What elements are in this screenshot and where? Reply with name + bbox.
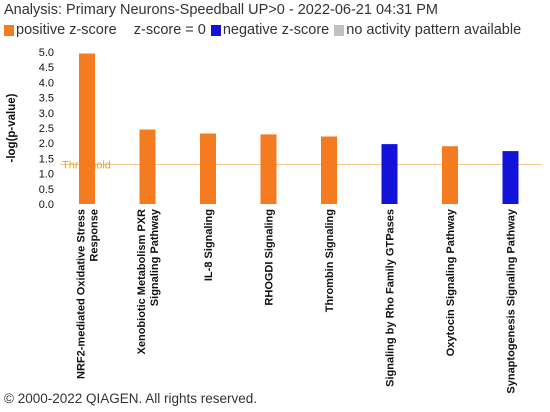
y-tick-label: 5.0 bbox=[39, 47, 54, 59]
legend-label-negative: negative z-score bbox=[222, 22, 330, 38]
x-category-label: Synaptogenesis Signaling Pathway bbox=[506, 208, 518, 393]
bar-6 bbox=[381, 144, 398, 204]
y-tick-label: 2.0 bbox=[39, 138, 54, 150]
bar-2 bbox=[139, 129, 156, 204]
orange-square-icon bbox=[4, 24, 14, 36]
bar-4 bbox=[260, 134, 277, 204]
y-tick-label: 4.5 bbox=[39, 62, 54, 74]
x-category-label: Xenobiotic Metabolism PXR Signaling Pathw… bbox=[136, 208, 161, 354]
x-category-label-line: Signaling Pathway bbox=[149, 208, 161, 306]
y-tick-label: 0.0 bbox=[39, 199, 54, 211]
analysis-title: Analysis: Primary Neurons-Speedball UP>0… bbox=[4, 2, 439, 18]
copyright-footer: © 2000-2022 QIAGEN. All rights reserved. bbox=[4, 391, 258, 406]
x-category-label-line: Thrombin Signaling bbox=[324, 209, 336, 312]
x-category-label-line: Response bbox=[89, 209, 101, 262]
bar-7 bbox=[442, 146, 458, 204]
x-category-label-line: RHOGDI Signaling bbox=[264, 209, 276, 306]
y-tick-label: 3.0 bbox=[39, 108, 54, 120]
y-tick-label: 3.5 bbox=[39, 93, 54, 105]
x-category-label-line: Oxytocin Signaling Pathway bbox=[445, 208, 457, 356]
y-tick-label: 0.5 bbox=[39, 184, 54, 196]
legend-item-no-activity: no activity pattern available bbox=[334, 22, 521, 38]
gray-square-icon bbox=[334, 24, 345, 36]
bar-1 bbox=[79, 53, 95, 204]
legend-item-zero: z-score = 0 bbox=[121, 22, 206, 38]
x-category-label-line: NRF2-mediated Oxidative Stress bbox=[76, 209, 88, 379]
legend-label-zero: z-score = 0 bbox=[133, 22, 206, 38]
x-category-label: Oxytocin Signaling Pathway bbox=[445, 208, 457, 356]
legend-item-negative: negative z-score bbox=[210, 22, 330, 38]
y-tick-label: 1.5 bbox=[39, 153, 54, 165]
legend-label-no-activity: no activity pattern available bbox=[346, 22, 522, 38]
bar-3 bbox=[200, 133, 216, 204]
bar-8 bbox=[502, 151, 519, 204]
white-square-icon bbox=[121, 24, 132, 36]
x-category-label: IL-8 Signaling bbox=[203, 209, 215, 281]
x-category-label-line: Signaling by Rho Family GTPases bbox=[385, 209, 397, 387]
chart-legend: positive z-score z-score = 0 negative z-… bbox=[4, 22, 526, 38]
y-tick-label: 1.0 bbox=[39, 169, 54, 181]
y-axis-label: -log(p-value) bbox=[6, 93, 18, 162]
bar-5 bbox=[321, 136, 337, 204]
legend-label-positive: positive z-score bbox=[16, 22, 117, 38]
y-tick-label: 4.0 bbox=[39, 77, 54, 89]
x-category-label-line: IL-8 Signaling bbox=[203, 209, 215, 281]
x-category-label: RHOGDI Signaling bbox=[264, 209, 276, 306]
y-tick-label: 2.5 bbox=[39, 123, 54, 135]
x-category-label: Thrombin Signaling bbox=[324, 209, 336, 312]
x-category-label: Signaling by Rho Family GTPases bbox=[385, 209, 397, 387]
x-category-label-line: Xenobiotic Metabolism PXR bbox=[136, 209, 148, 355]
x-category-label: NRF2-mediated Oxidative Stress Response bbox=[76, 209, 101, 379]
blue-square-icon bbox=[210, 24, 221, 36]
legend-item-positive: positive z-score bbox=[4, 22, 117, 38]
x-category-label-line: Synaptogenesis Signaling Pathway bbox=[506, 208, 518, 393]
